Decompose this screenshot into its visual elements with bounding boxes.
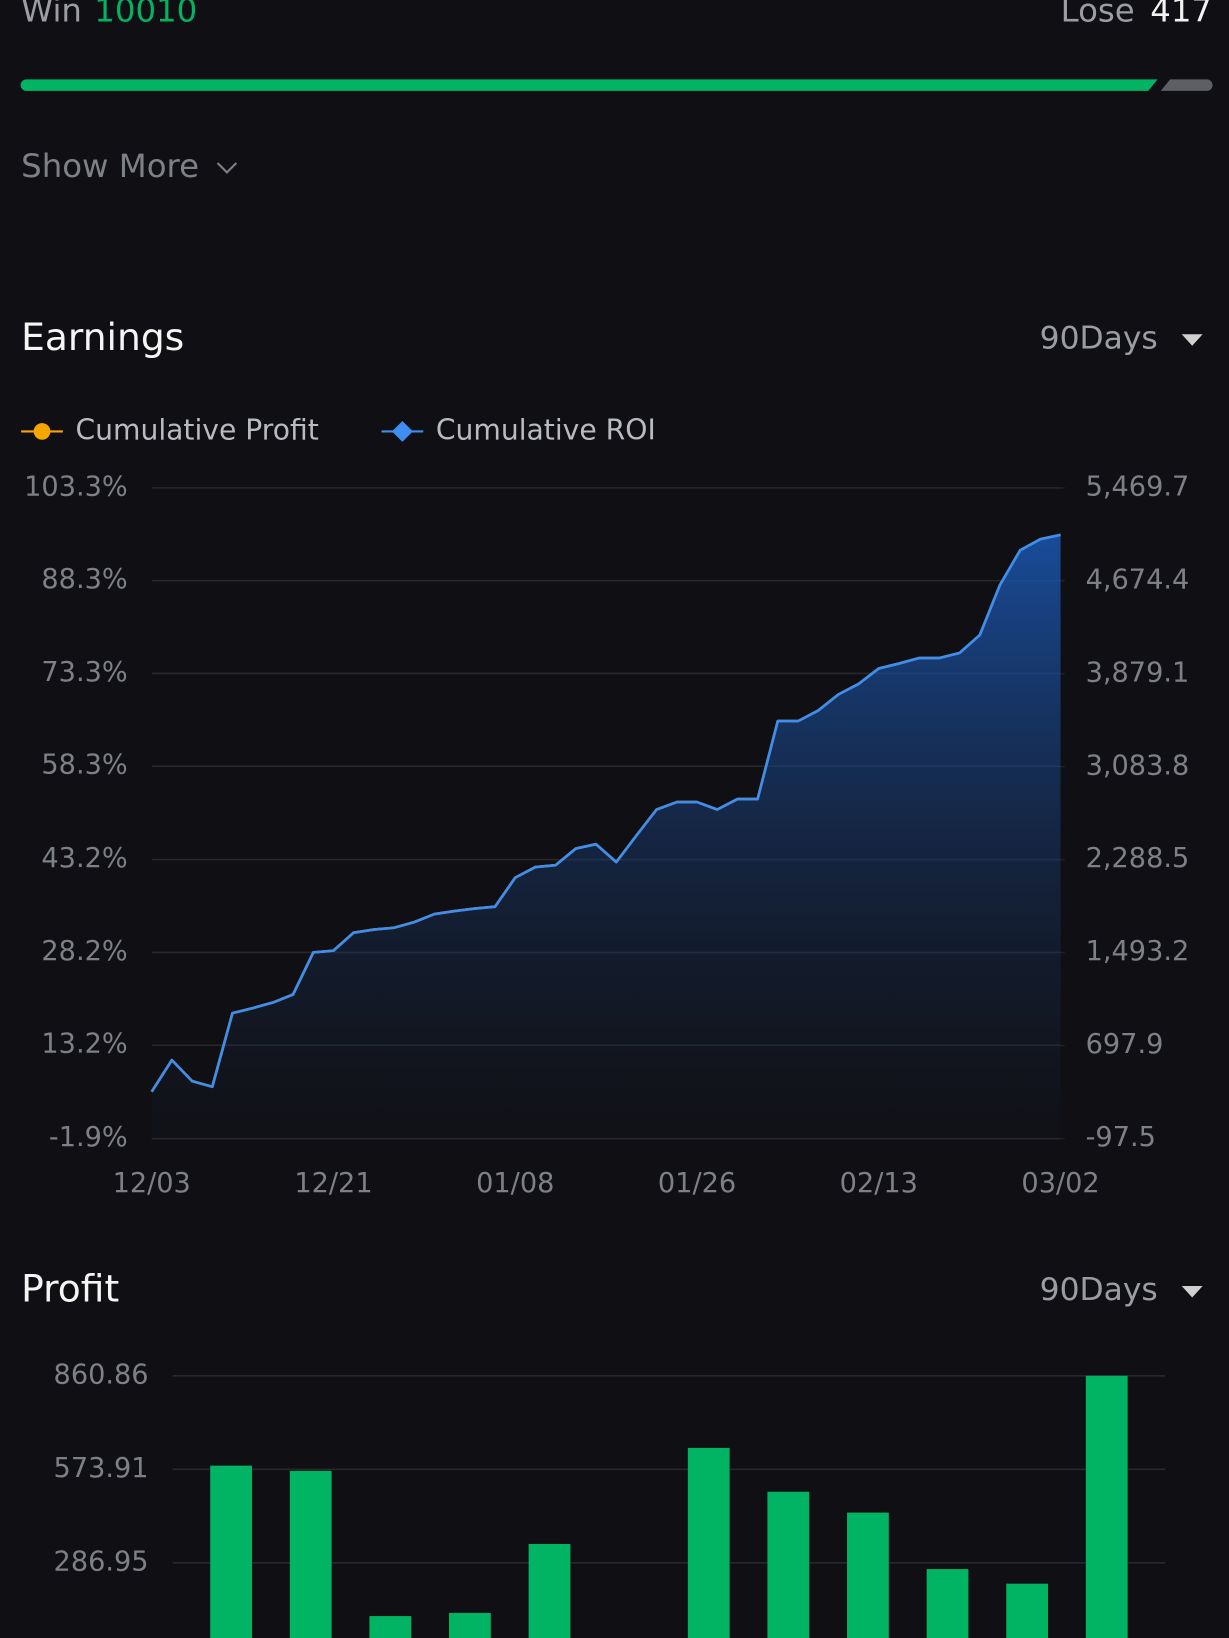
- period-label[interactable]: 90Days: [1040, 1272, 1158, 1308]
- series-line: [150, 533, 1061, 1093]
- bar: [847, 1512, 889, 1638]
- win-label: Win: [21, 0, 82, 30]
- bar: [210, 1465, 253, 1638]
- bar: [369, 1616, 412, 1638]
- period-select[interactable]: 90Days: [1040, 1272, 1203, 1308]
- y-tick-label: 286.95: [54, 1546, 149, 1577]
- x-tick-label: 03/02: [1021, 1168, 1099, 1199]
- lose-bar: [1160, 79, 1213, 91]
- y-tick-label: 573.91: [54, 1453, 149, 1484]
- y2-tick-label: 5,469.7: [1086, 471, 1190, 502]
- y-tick-label: 860.86: [54, 1359, 149, 1390]
- x-tick-label: 01/26: [658, 1168, 736, 1199]
- y-tick-label: -1.9%: [49, 1122, 128, 1153]
- y-tick-label: 58.3%: [41, 750, 127, 781]
- bar: [767, 1491, 810, 1638]
- section-title: Earnings: [21, 315, 184, 359]
- period-select[interactable]: 90Days: [1040, 321, 1203, 357]
- bar: [289, 1470, 332, 1638]
- bar: [926, 1569, 969, 1638]
- x-tick-label: 12/03: [113, 1168, 191, 1199]
- legend-marker: [391, 420, 413, 442]
- bar: [687, 1447, 730, 1638]
- section-title: Profit: [21, 1267, 119, 1311]
- x-tick-label: 12/21: [294, 1168, 372, 1199]
- win-bar: [20, 79, 1158, 91]
- area: [151, 534, 1061, 1139]
- lose-count: 417: [1150, 0, 1212, 30]
- y2-tick-label: 3,879.1: [1086, 657, 1190, 688]
- y2-tick-label: 3,083.8: [1086, 750, 1190, 781]
- lose-label: Lose: [1061, 0, 1135, 30]
- y-tick-label: 28.2%: [41, 936, 127, 967]
- bar: [528, 1543, 571, 1638]
- legend-marker: [33, 423, 51, 440]
- period-label[interactable]: 90Days: [1040, 321, 1158, 357]
- y-tick-label: 73.3%: [41, 657, 127, 688]
- y-tick-label: 13.2%: [41, 1029, 127, 1060]
- x-tick-label: 02/13: [840, 1168, 918, 1199]
- bar: [1006, 1583, 1049, 1638]
- dropdown-icon: [1181, 334, 1203, 346]
- y2-tick-label: 4,674.4: [1086, 564, 1190, 595]
- dropdown-icon: [1181, 1285, 1203, 1298]
- y-tick-label: 103.3%: [24, 471, 128, 502]
- y2-tick-label: 2,288.5: [1086, 843, 1190, 874]
- chevron-icon: [216, 162, 238, 174]
- y2-tick-label: 697.9: [1086, 1029, 1164, 1060]
- y-tick-label: 88.3%: [41, 564, 127, 595]
- show-more[interactable]: Show More: [21, 147, 238, 185]
- y-tick-label: 43.2%: [41, 843, 127, 874]
- y2-tick-label: -97.5: [1086, 1122, 1156, 1153]
- legend-label: Cumulative Profit: [75, 413, 318, 446]
- y2-tick-label: 1,493.2: [1086, 936, 1190, 967]
- win-count: 10010: [94, 0, 197, 30]
- legend-label: Cumulative ROI: [436, 413, 656, 446]
- bar: [1085, 1375, 1128, 1638]
- x-tick-label: 01/08: [476, 1168, 554, 1199]
- show-more-label[interactable]: Show More: [21, 147, 199, 185]
- bar: [449, 1612, 491, 1638]
